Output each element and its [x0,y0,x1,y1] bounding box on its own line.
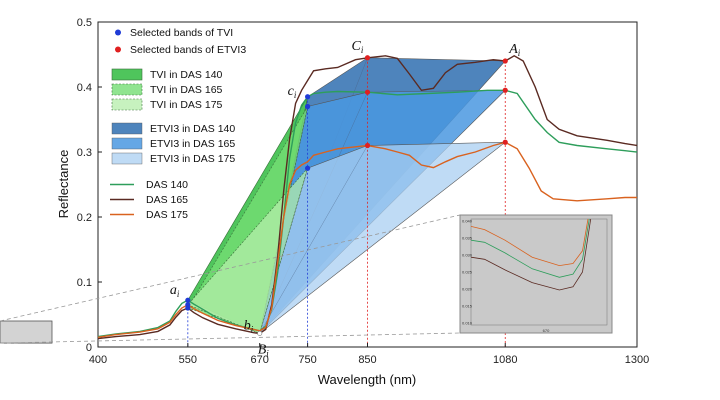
inset-y-tick-label: 0.010 [462,321,473,326]
b-point [257,330,263,336]
y-axis-label: Reflectance [56,150,71,219]
x-tick-label: 670 [251,354,269,366]
series-line-das-140 [97,89,638,338]
inset-y-tick-label: 0.035 [462,236,473,241]
annotation-B-i: Bi [258,342,270,358]
tvi-selected-point [305,103,311,110]
legend-line-entry: DAS 175 [146,209,188,221]
legend-etvi3-entry: ETVI3 in DAS 140 [150,123,235,135]
inset-curve [470,218,590,278]
etvi3-selected-point [364,55,371,61]
annotation-c-i: ci [288,84,297,100]
tvi-triangle [187,168,308,334]
inset-x-tick-label: 670 [543,328,550,333]
inset-y-tick-label: 0.040 [462,219,473,224]
legend-line-entry: DAS 140 [146,179,188,191]
annotation-main: C [352,39,362,54]
zoom-region-box [0,320,53,344]
axis-ticks: 400 550 670 750 850 1080 1300 0 0.1 0.2 0.3 0.4 0.5 [77,17,650,366]
annotation-sub: i [361,45,364,55]
y-tick-label: 0.5 [77,17,92,29]
legend-etvi3-entry: ETVI3 in DAS 175 [150,153,235,165]
inset-curve [470,218,589,267]
legend-tvi-label: Selected bands of TVI [130,27,233,39]
y-tick-label: 0.3 [77,147,92,159]
legend-tvi-swatch [111,68,143,81]
x-tick-label: 1080 [493,354,517,366]
y-tick-label: 0.1 [77,277,92,289]
legend-tvi-swatch [111,83,143,96]
legend-tvi-marker [115,29,121,36]
annotation-sub: i [266,348,269,358]
legend-tvi-entry: TVI in DAS 165 [150,84,223,96]
index-polygons [187,57,507,335]
selected-band-points [185,55,508,336]
inset-connector [0,332,461,344]
annotation-A-i: Ai [508,42,521,58]
legend-etvi3-swatch [111,137,143,150]
inset-y-tick-label: 0.025 [462,270,473,275]
annotation-b-i: bi [244,318,254,334]
etvi3-edge [259,145,368,334]
tvi-selected-point [305,165,311,171]
tvi-selected-point [185,302,191,308]
inset-plot-area [470,218,608,326]
inset-y-tick-label: 0.015 [462,304,473,309]
legend-etvi3-marker [115,46,121,53]
y-tick-label: 0.2 [77,212,92,224]
etvi3-selected-point [364,142,371,149]
legend-etvi3-swatch [111,152,143,165]
legend-tvi-swatch [111,98,143,111]
legend: Selected bands of TVI Selected bands of E… [110,27,246,221]
legend-etvi3-label: Selected bands of ETVI3 [130,44,246,56]
legend-line-entry: DAS 165 [146,194,188,206]
etvi3-selected-point [364,89,371,95]
tvi-selected-point [305,94,311,100]
x-tick-label: 400 [89,354,107,366]
y-tick-label: 0.4 [77,82,92,94]
guide-lines [187,57,506,347]
annotation-sub: i [177,289,180,299]
inset-curve [470,218,592,291]
inset-y-tick-label: 0.030 [462,253,473,258]
zoom-inset: 0.040 0.035 0.030 0.025 0.020 0.015 0.010 670 [0,214,613,344]
series-line-das-165 [97,54,638,340]
annotation-sub: i [294,90,297,100]
annotation-main: c [288,84,295,99]
legend-tvi-entry: TVI in DAS 175 [150,99,223,111]
annotation-main: B [258,342,267,357]
legend-tvi-entry: TVI in DAS 140 [150,69,223,81]
etvi3-selected-point [502,87,508,93]
x-tick-label: 550 [179,354,197,366]
inset-y-tick-label: 0.020 [462,287,473,292]
annotation-a-i: ai [170,283,180,299]
y-tick-label: 0 [86,342,92,354]
x-tick-label: 750 [298,354,316,366]
x-tick-label: 850 [358,354,376,366]
tvi-selected-point [185,297,191,303]
inset-connector [0,214,461,322]
legend-etvi3-entry: ETVI3 in DAS 165 [150,138,235,150]
x-axis-label: Wavelength (nm) [318,372,417,387]
legend-etvi3-swatch [111,122,143,135]
x-tick-label: 1300 [625,354,649,366]
annotation-main: a [170,283,177,298]
annotation-sub: i [518,48,521,58]
etvi3-selected-point [502,139,508,145]
etvi3-selected-point [502,58,508,64]
annotation-C-i: Ci [352,39,364,55]
annotation-main: b [244,318,251,333]
annotation-sub: i [251,324,254,334]
annotation-main: A [508,42,518,57]
